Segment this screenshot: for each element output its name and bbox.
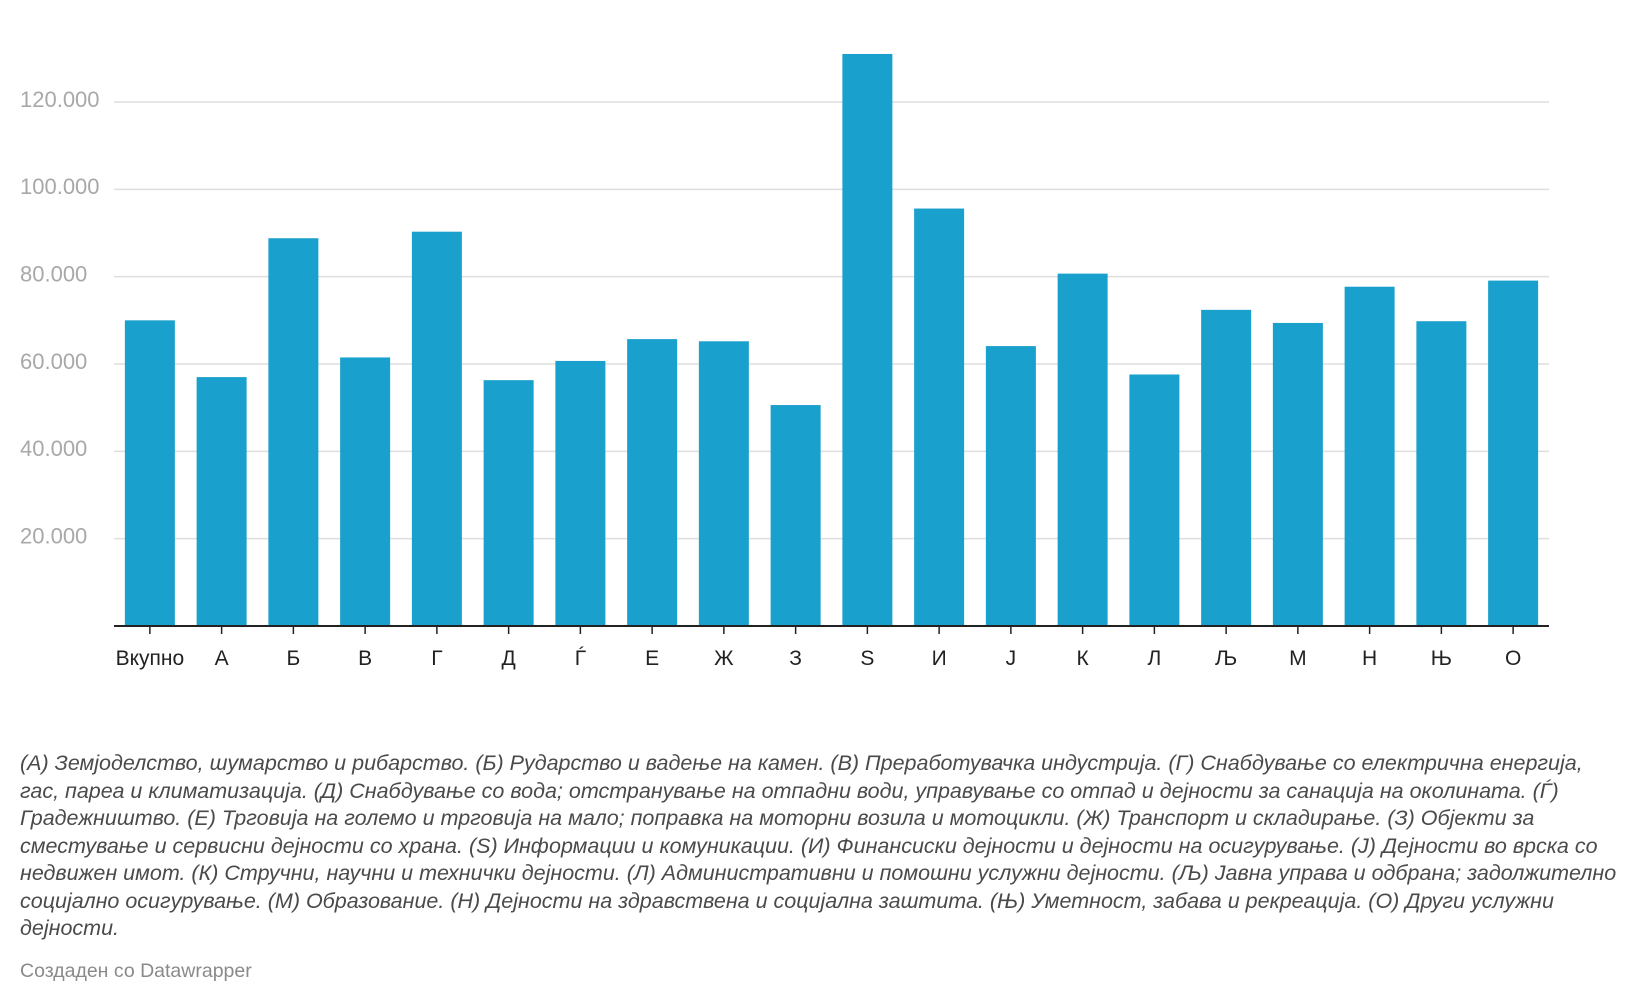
y-tick-label: 100.000 bbox=[20, 174, 100, 199]
bar bbox=[698, 341, 749, 626]
x-tick-label: Ѓ bbox=[575, 647, 586, 670]
x-tick-label: О bbox=[1505, 647, 1521, 670]
y-tick-labels: 20.000 40.000 60.000 80.000 100.000 120.000 bbox=[20, 87, 100, 549]
bar bbox=[1057, 273, 1108, 626]
bar bbox=[842, 53, 893, 626]
gridlines bbox=[114, 101, 1549, 540]
x-tick-label: Б bbox=[286, 647, 300, 670]
x-tick-marks bbox=[149, 626, 1514, 634]
x-tick-label: М bbox=[1289, 647, 1307, 670]
y-tick-label: 40.000 bbox=[20, 436, 87, 461]
bar bbox=[1344, 286, 1395, 626]
x-tick-label: И bbox=[932, 647, 947, 670]
x-tick-label: К bbox=[1077, 647, 1090, 670]
bar bbox=[555, 360, 606, 626]
bar-chart: Вкупно А Б В Г Д Ѓ Е Ж З S И Ј К Л Љ М Н Њ О 20.000 40.000 60… bbox=[20, 53, 1549, 670]
x-tick-label: Н bbox=[1362, 647, 1377, 670]
bar bbox=[340, 357, 391, 626]
x-tick-label: Њ bbox=[1431, 647, 1452, 670]
y-tick-label: 80.000 bbox=[20, 261, 87, 286]
x-tick-label: Е bbox=[645, 647, 659, 670]
x-tick-label: Ж bbox=[714, 647, 734, 670]
y-tick-label: 20.000 bbox=[20, 523, 87, 548]
x-tick-label: Љ bbox=[1215, 647, 1237, 670]
footnote-legend: (А) Земјоделство, шумарство и рибарство.… bbox=[20, 751, 1617, 940]
bars bbox=[124, 53, 1539, 627]
x-tick-label: Вкупно bbox=[116, 647, 185, 670]
x-tick-label: Д bbox=[502, 647, 516, 670]
bar bbox=[627, 339, 678, 626]
bar bbox=[1272, 322, 1323, 626]
bar bbox=[268, 238, 319, 627]
bar bbox=[914, 208, 965, 626]
bar bbox=[770, 405, 821, 626]
y-tick-label: 60.000 bbox=[20, 349, 87, 374]
bar bbox=[1488, 280, 1539, 626]
x-tick-label: Г bbox=[431, 647, 442, 670]
x-tick-label: S bbox=[860, 647, 874, 670]
bar bbox=[1201, 309, 1252, 626]
x-tick-label: З bbox=[789, 647, 802, 670]
bar bbox=[411, 231, 462, 626]
x-tick-label: Л bbox=[1147, 647, 1161, 670]
bar bbox=[483, 380, 534, 626]
bar bbox=[1416, 321, 1467, 626]
x-tick-labels: Вкупно А Б В Г Д Ѓ Е Ж З S И Ј К Л Љ М Н Њ О bbox=[116, 647, 1522, 670]
y-tick-label: 120.000 bbox=[20, 87, 100, 112]
bar bbox=[196, 377, 247, 626]
bar bbox=[985, 346, 1036, 626]
x-tick-label: В bbox=[358, 647, 372, 670]
bar bbox=[124, 320, 175, 626]
bar bbox=[1129, 374, 1180, 626]
x-tick-label: А bbox=[215, 647, 229, 670]
x-tick-label: Ј bbox=[1006, 647, 1017, 670]
credit-text: Создаден со Datawrapper bbox=[20, 960, 252, 982]
